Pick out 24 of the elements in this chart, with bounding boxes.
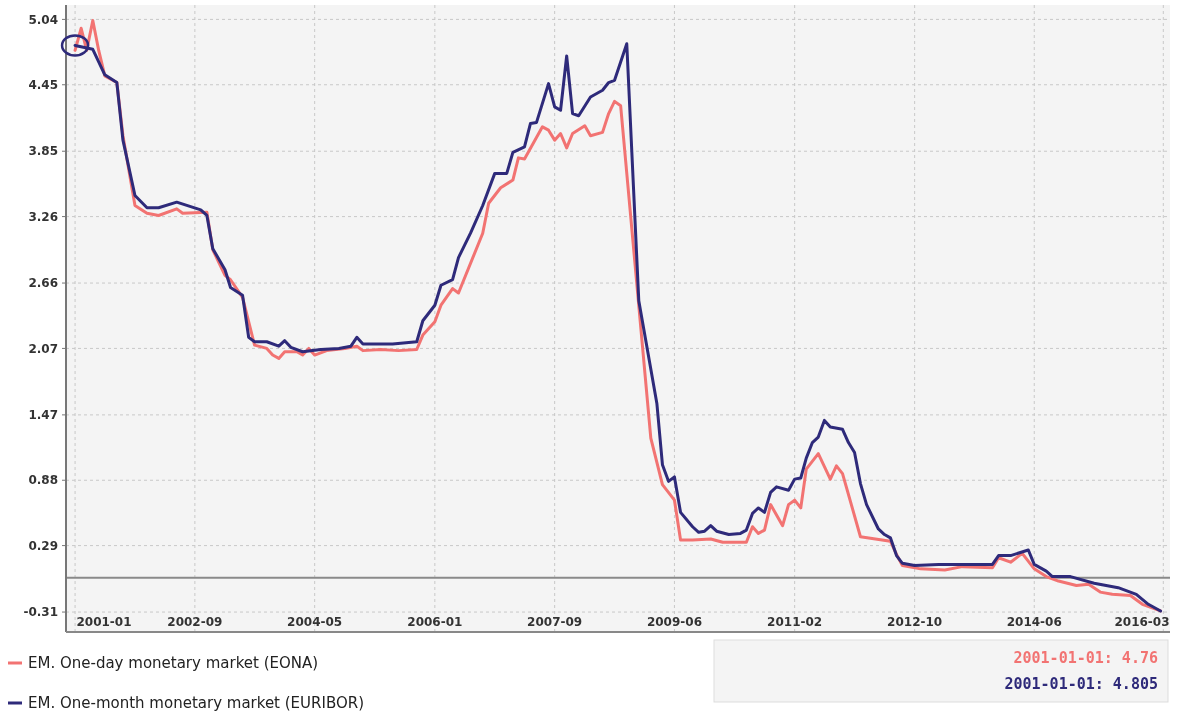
- x-tick-label: 2012-10: [887, 615, 943, 629]
- x-tick-label: 2016-03: [1114, 615, 1170, 629]
- x-tick-label: 2001-01: [76, 615, 132, 629]
- x-tick-label: 2007-09: [527, 615, 583, 629]
- y-tick-label: 0.29: [28, 538, 58, 553]
- y-tick-label: 4.45: [28, 77, 58, 92]
- legend-label: EM. One-month monetary market (EURIBOR): [28, 694, 365, 712]
- text: 2001-01-01: 4.76: [1013, 649, 1158, 667]
- x-tick-label: 2002-09: [167, 615, 223, 629]
- y-tick-label: -0.31: [23, 605, 58, 620]
- x-tick-label: 2009-06: [646, 615, 702, 629]
- y-tick-label: 0.88: [28, 473, 58, 488]
- y-tick-label: 3.85: [28, 144, 58, 159]
- y-tick-label: 1.47: [28, 408, 58, 423]
- x-tick-label: 2014-06: [1006, 615, 1062, 629]
- y-tick-label: 2.07: [28, 341, 58, 356]
- x-tick-label: 2004-05: [287, 615, 343, 629]
- x-tick-label: 2011-02: [767, 615, 823, 629]
- x-tick-label: 2006-01: [407, 615, 463, 629]
- y-tick-label: 5.04: [28, 12, 58, 27]
- text: 2001-01-01: 4.805: [1004, 675, 1158, 693]
- legend-label: EM. One-day monetary market (EONA): [28, 654, 319, 672]
- y-tick-label: 3.26: [28, 209, 58, 224]
- y-tick-label: 2.66: [28, 276, 58, 291]
